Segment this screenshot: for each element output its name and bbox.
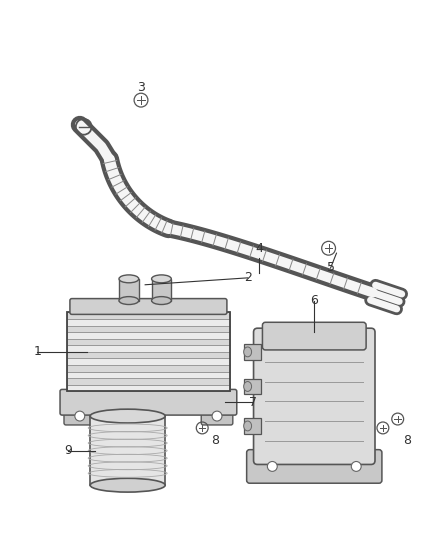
Text: 1: 1 [33, 345, 41, 358]
FancyBboxPatch shape [247, 450, 382, 483]
Text: 4: 4 [255, 242, 263, 255]
Ellipse shape [119, 275, 139, 283]
Text: 9: 9 [64, 444, 72, 457]
FancyBboxPatch shape [201, 407, 233, 425]
Ellipse shape [90, 409, 165, 423]
Text: 5: 5 [327, 262, 335, 274]
Bar [67, 319, 230, 326]
Bar [67, 312, 230, 391]
Bar [152, 279, 171, 301]
Text: 3: 3 [137, 81, 145, 94]
FancyBboxPatch shape [60, 390, 237, 415]
Bar [67, 359, 230, 365]
FancyBboxPatch shape [262, 322, 366, 350]
Bar [119, 279, 139, 301]
Bar [67, 326, 230, 332]
Text: 2: 2 [244, 271, 251, 284]
Circle shape [212, 411, 222, 421]
Text: 6: 6 [311, 294, 318, 307]
Text: 7: 7 [249, 396, 257, 409]
Text: 8: 8 [403, 434, 412, 447]
Bar [67, 332, 230, 339]
FancyBboxPatch shape [254, 328, 375, 464]
Bar [67, 378, 230, 385]
Bar [67, 385, 230, 391]
Bar [67, 339, 230, 345]
Bar [244, 344, 261, 360]
Bar [244, 418, 261, 434]
Text: 8: 8 [211, 434, 219, 447]
Circle shape [267, 462, 277, 471]
Ellipse shape [119, 296, 139, 304]
FancyBboxPatch shape [64, 407, 95, 425]
Ellipse shape [244, 382, 251, 391]
Circle shape [351, 462, 361, 471]
Bar [67, 345, 230, 352]
Ellipse shape [244, 421, 251, 431]
Ellipse shape [244, 347, 251, 357]
Bar [67, 365, 230, 372]
Ellipse shape [90, 478, 165, 492]
Bar [67, 312, 230, 319]
Bar [244, 378, 261, 394]
Ellipse shape [152, 296, 171, 304]
Bar [67, 372, 230, 378]
Circle shape [75, 411, 85, 421]
Bar [90, 416, 165, 485]
FancyBboxPatch shape [70, 298, 227, 314]
Ellipse shape [152, 275, 171, 283]
Bar [67, 352, 230, 359]
